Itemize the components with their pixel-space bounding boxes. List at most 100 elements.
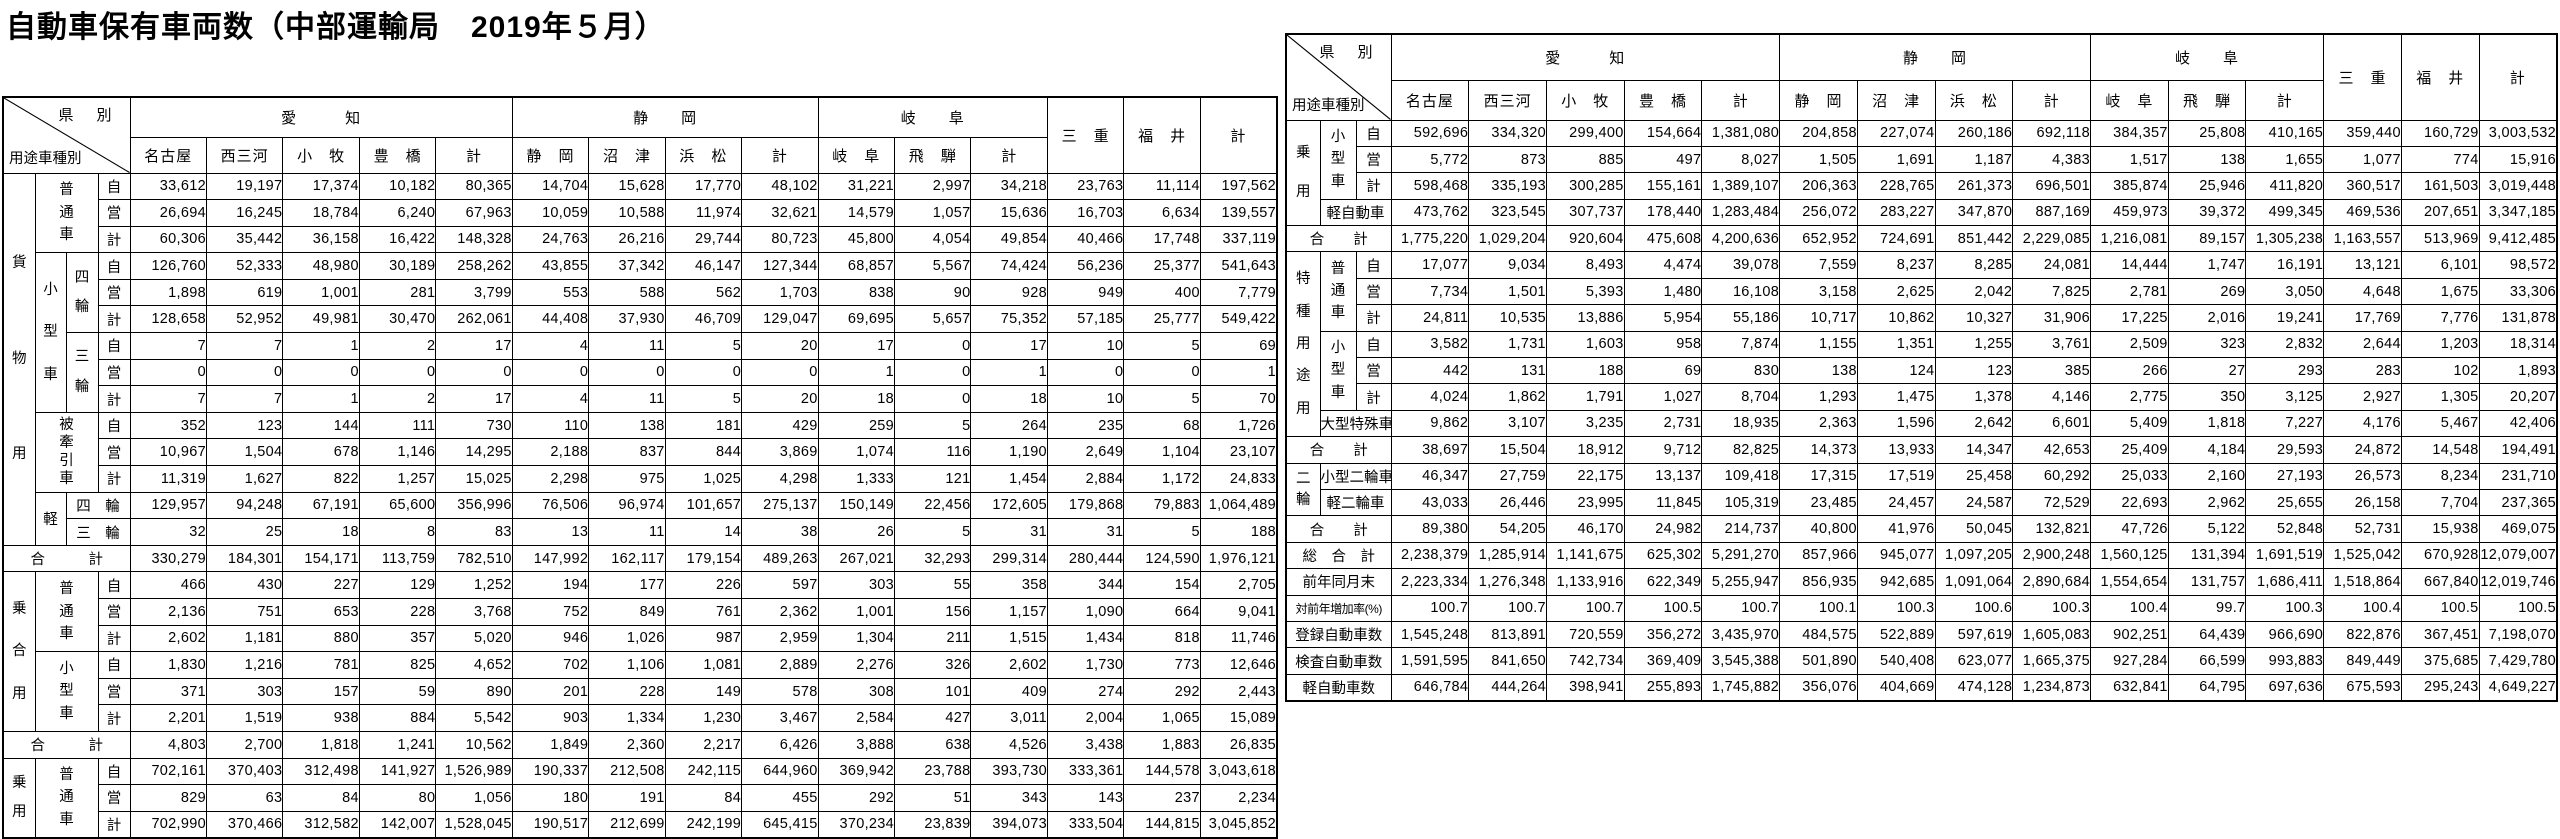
data-cell: 10,967 <box>129 438 207 467</box>
data-cell: 370,466 <box>205 810 284 839</box>
data-cell: 946 <box>511 624 590 653</box>
row-label: 登録自動車数 <box>1285 620 1392 649</box>
data-cell: 162,117 <box>588 544 666 573</box>
table-row: 営 442 131 188 69 830 138 124 123 385 266 27 293 283 10… <box>1286 357 2558 385</box>
data-cell: 356,076 <box>1779 673 1858 702</box>
data-cell: 194 <box>511 571 590 599</box>
row-label: 営 <box>97 438 131 467</box>
data-cell: 17 <box>435 332 513 360</box>
data-cell: 1,187 <box>1934 145 2014 174</box>
data-cell: 1,234,873 <box>2012 673 2091 702</box>
data-cell: 255,893 <box>1623 673 1703 702</box>
data-cell: 124 <box>1856 357 1936 385</box>
data-cell: 644,960 <box>741 757 819 786</box>
data-cell: 204,858 <box>1779 119 1858 147</box>
data-cell: 17,077 <box>1390 251 1470 279</box>
data-cell: 7,198,070 <box>2478 620 2558 649</box>
data-cell: 39,372 <box>2167 198 2247 227</box>
data-cell: 0 <box>741 358 819 387</box>
data-cell: 90 <box>894 278 972 307</box>
data-cell: 138 <box>1779 357 1858 385</box>
data-cell: 177 <box>588 571 666 599</box>
row-label: 自 <box>97 757 131 786</box>
data-cell: 24,081 <box>2012 251 2091 279</box>
data-cell: 4,526 <box>970 730 1048 759</box>
data-cell: 179,868 <box>1046 491 1125 520</box>
data-cell: 1,515 <box>970 624 1048 653</box>
data-cell: 57,185 <box>1046 305 1125 334</box>
data-cell: 2,223,334 <box>1390 568 1470 596</box>
data-cell: 344 <box>1046 571 1125 599</box>
row-label: 乗合用 <box>2 571 36 732</box>
data-cell: 360,517 <box>2323 172 2402 200</box>
data-cell: 32 <box>129 518 207 546</box>
data-cell: 675,593 <box>2323 673 2402 702</box>
data-cell: 489,263 <box>741 544 819 573</box>
data-cell: 2,900,248 <box>2012 541 2091 570</box>
corner-header: 県 別用途車種別 <box>2 96 131 174</box>
data-cell: 2,360 <box>588 730 666 759</box>
data-cell: 179,154 <box>664 544 743 573</box>
data-cell: 1 <box>970 358 1048 387</box>
data-cell: 264 <box>970 411 1048 440</box>
data-cell: 24,982 <box>1623 515 1703 543</box>
row-label: 軽 <box>34 491 67 546</box>
data-cell: 1,216 <box>205 651 284 679</box>
data-cell: 3,235 <box>1545 409 1625 438</box>
data-cell: 12,646 <box>1199 651 1278 679</box>
prefecture-group-header: 計 <box>1199 96 1278 174</box>
table-row: 総 合 計 2,238,379 1,285,914 1,141,675 625,302 5… <box>1285 541 2558 570</box>
data-cell: 938 <box>282 704 360 732</box>
data-cell: 1,518,864 <box>2323 568 2402 596</box>
data-cell: 139,557 <box>1199 199 1278 227</box>
table-row: 営 5,772 873 885 497 8,027 1,505 1,691 1,187 4,383… <box>1286 145 2558 174</box>
data-cell: 283,227 <box>1856 198 1936 227</box>
data-cell: 7,779 <box>1199 278 1278 307</box>
data-cell: 5,467 <box>2400 409 2480 438</box>
data-cell: 212,508 <box>588 757 666 786</box>
data-cell: 469,536 <box>2323 198 2402 227</box>
data-cell: 41,976 <box>1856 515 1936 543</box>
office-column-header: 計 <box>2245 79 2325 121</box>
data-cell: 1,351 <box>1856 330 1936 359</box>
row-label: 軽自動車 <box>1319 198 1392 227</box>
data-cell: 0 <box>664 358 743 387</box>
data-cell: 206,363 <box>1779 172 1858 200</box>
data-cell: 201 <box>511 677 590 706</box>
table-row: 軽自動車 473,762 323,545 307,737 178,440 1,283,48… <box>1286 198 2558 227</box>
table-row: 合 計 1,775,220 1,029,204 920,604 475,608 4,200… <box>1285 225 2558 253</box>
data-cell: 20 <box>741 385 819 413</box>
data-cell: 84 <box>282 784 360 812</box>
data-cell: 1,283,484 <box>1701 198 1781 227</box>
data-cell: 398,941 <box>1545 673 1625 702</box>
data-cell: 1,862 <box>1468 383 1547 411</box>
data-cell: 1,293 <box>1779 383 1858 411</box>
data-cell: 154 <box>1123 571 1201 599</box>
data-cell: 3,158 <box>1779 277 1858 306</box>
data-cell: 172,605 <box>970 491 1048 520</box>
data-cell: 303 <box>205 677 284 706</box>
row-label: 特種用途用 <box>1285 251 1321 438</box>
row-label: 普通車 <box>34 571 99 653</box>
data-cell: 44,408 <box>511 305 590 334</box>
data-cell: 37,930 <box>588 305 666 334</box>
data-cell: 13 <box>511 518 590 546</box>
data-cell: 411,820 <box>2245 172 2325 200</box>
data-cell: 60,306 <box>129 225 207 254</box>
data-cell: 884 <box>358 704 437 732</box>
data-cell: 46,347 <box>1390 462 1470 490</box>
data-cell: 2,775 <box>2089 383 2169 411</box>
data-cell: 74,424 <box>970 252 1048 280</box>
data-cell: 16,703 <box>1046 199 1125 227</box>
data-cell: 1,545,248 <box>1390 620 1470 649</box>
vehicle-count-table-left: 県 別用途車種別愛 知静 岡岐 阜三 重福 井計名古屋 西三河小 牧豊 橋計静 岡… <box>2 96 1278 839</box>
data-cell: 4,200,636 <box>1701 225 1781 253</box>
data-cell: 522,889 <box>1856 620 1936 649</box>
data-cell: 100.6 <box>1934 594 2014 622</box>
data-cell: 26,694 <box>129 199 207 227</box>
data-cell: 15,916 <box>2478 145 2558 174</box>
data-cell: 3,435,970 <box>1701 620 1781 649</box>
data-cell: 194,491 <box>2478 436 2558 464</box>
data-cell: 4,474 <box>1623 251 1703 279</box>
